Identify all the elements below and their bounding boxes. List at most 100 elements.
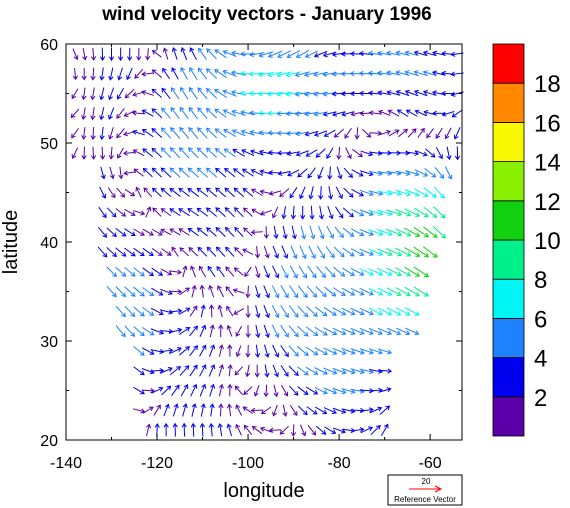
wind-vector (350, 268, 365, 276)
wind-vector-head (217, 304, 223, 310)
colorbar-box (492, 239, 525, 280)
wind-vector-head (206, 246, 212, 252)
wind-vector (395, 170, 411, 177)
wind-vector-head (331, 51, 337, 57)
wind-vector-shaft (434, 167, 444, 179)
wind-vector-shaft (206, 127, 218, 139)
wind-vector-head (312, 292, 318, 298)
wind-vector-head (375, 424, 381, 430)
wind-vector (115, 286, 127, 298)
wind-vector (359, 327, 374, 336)
wind-vector (227, 364, 233, 377)
wind-vector (359, 228, 375, 237)
wind-vector-shaft (292, 424, 295, 436)
wind-vector (223, 128, 237, 138)
wind-vector-shaft (234, 366, 244, 376)
wind-vector (205, 167, 218, 178)
wind-vector-head (116, 94, 122, 100)
wind-vector (162, 47, 169, 60)
wind-vector (358, 70, 374, 77)
wind-vector (108, 146, 114, 160)
wind-vector-head (178, 187, 184, 193)
wind-vector-shaft (323, 347, 337, 355)
wind-vector-head (424, 272, 430, 277)
wind-vector-shaft (271, 324, 279, 338)
wind-vector (290, 205, 296, 220)
wind-vector (225, 266, 235, 277)
wind-vector-shaft (394, 228, 411, 237)
wind-vector (351, 188, 365, 197)
wind-vector (350, 368, 365, 375)
wind-vector-head (176, 347, 182, 352)
wind-vector-head (313, 52, 319, 58)
wind-vector-head (231, 109, 237, 115)
wind-vector-head (284, 352, 289, 358)
wind-vector-head (293, 312, 299, 318)
wind-vector-head (222, 69, 228, 75)
wind-vector-shaft (232, 129, 246, 137)
wind-vector (280, 265, 289, 279)
wind-vector (71, 128, 79, 139)
wind-vector (226, 423, 233, 437)
wind-vector (168, 327, 183, 334)
wind-vector-shaft (200, 403, 205, 417)
wind-vector-head (205, 88, 211, 93)
wind-vector (413, 266, 430, 277)
wind-vector-head (178, 147, 184, 152)
wind-vector-head (99, 115, 105, 121)
wind-vector-head (267, 130, 273, 136)
wind-vector-head (123, 131, 129, 137)
wind-vector (72, 48, 79, 61)
wind-vector-head (208, 284, 214, 290)
wind-vector (279, 425, 289, 435)
wind-vector-shaft (206, 187, 218, 198)
wind-vector-head (406, 231, 412, 237)
wind-vector-head (173, 403, 179, 409)
wind-vector-shaft (115, 286, 126, 297)
wind-vector-head (387, 251, 393, 257)
wind-vector (413, 246, 430, 258)
wind-vector-head (331, 429, 337, 434)
wind-vector-head (166, 251, 172, 256)
x-tick-label: -120 (141, 455, 173, 472)
wind-vector-head (283, 253, 289, 259)
wind-vector-head (295, 131, 301, 137)
wind-vector-head (193, 325, 198, 331)
wind-vector-shaft (142, 109, 154, 117)
wind-vector (189, 305, 198, 317)
wind-vector-shaft (259, 51, 274, 57)
wind-vector (90, 47, 97, 61)
wind-vector-head (135, 186, 141, 192)
wind-vector (133, 346, 145, 356)
wind-vector-shaft (444, 166, 452, 180)
wind-vector-head (176, 269, 182, 275)
wind-vector-head (224, 187, 230, 193)
wind-vector-head (377, 330, 383, 336)
wind-vector-head (340, 91, 346, 97)
wind-vector-head (403, 128, 409, 134)
wind-vector-head (378, 109, 384, 115)
wind-vector-head (117, 56, 124, 62)
wind-vector-head (196, 167, 202, 173)
wind-vector (315, 148, 326, 158)
wind-vector-shaft (360, 150, 373, 156)
wind-vector-shaft (163, 48, 169, 60)
wind-vector-shaft (445, 127, 452, 139)
wind-vector-shaft (405, 71, 419, 77)
wind-vector (199, 324, 207, 337)
wind-vector-head (250, 168, 256, 174)
wind-vector-shaft (318, 225, 324, 239)
wind-vector-head (395, 70, 401, 76)
wind-vector (133, 366, 145, 376)
wind-vector-shaft (432, 226, 446, 239)
wind-vector-shaft (361, 128, 371, 138)
wind-vector (135, 186, 142, 198)
wind-vector-head (310, 234, 316, 240)
wind-vector-shaft (197, 247, 208, 257)
wind-vector-head (359, 231, 365, 237)
wind-vector-head (199, 422, 205, 428)
wind-vector (260, 406, 272, 415)
wind-vector (115, 247, 127, 257)
colorbar-box (492, 82, 525, 123)
